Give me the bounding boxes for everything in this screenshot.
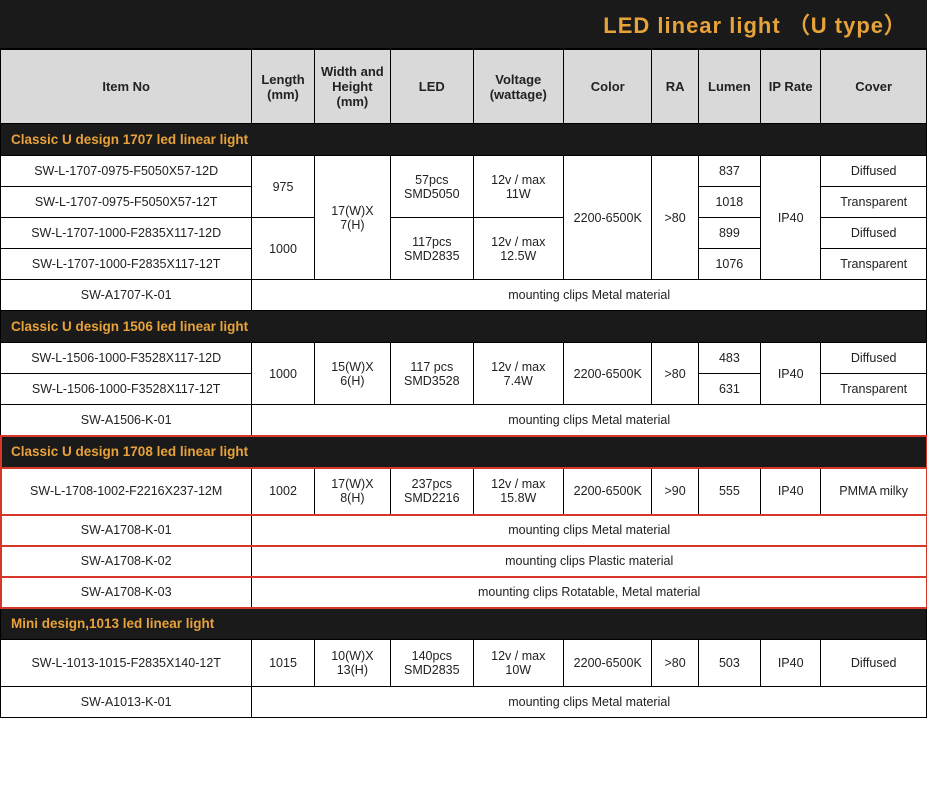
cell-color: 2200-6500K bbox=[564, 343, 652, 405]
cell-cover: Transparent bbox=[821, 249, 927, 280]
section-header-1013: Mini design,1013 led linear light bbox=[1, 608, 927, 640]
cell-led: 57pcs SMD5050 bbox=[391, 156, 473, 218]
cell-wh: 15(W)X 6(H) bbox=[314, 343, 390, 405]
cell-lumen: 837 bbox=[698, 156, 760, 187]
cell-voltage: 12v / max 11W bbox=[473, 156, 563, 218]
col-lumen: Lumen bbox=[698, 50, 760, 124]
section-header-1506: Classic U design 1506 led linear light bbox=[1, 311, 927, 343]
cell-item: SW-A1708-K-03 bbox=[1, 577, 252, 608]
table-row: SW-A1708-K-01 mounting clips Metal mater… bbox=[1, 515, 927, 546]
cell-item: SW-L-1707-1000-F2835X117-12T bbox=[1, 249, 252, 280]
cell-wh: 17(W)X 8(H) bbox=[314, 468, 390, 515]
cell-color: 2200-6500K bbox=[564, 468, 652, 515]
cell-note: mounting clips Rotatable, Metal material bbox=[252, 577, 927, 608]
cell-ra: >80 bbox=[652, 343, 698, 405]
title-bar: LED linear light （U type） bbox=[0, 0, 927, 49]
cell-lumen: 631 bbox=[698, 374, 760, 405]
cell-cover: Transparent bbox=[821, 187, 927, 218]
cell-cover: Diffused bbox=[821, 156, 927, 187]
cell-lumen: 899 bbox=[698, 218, 760, 249]
table-header: Item No Length (mm) Width and Height (mm… bbox=[1, 50, 927, 124]
cell-item: SW-A1708-K-01 bbox=[1, 515, 252, 546]
cell-cover: Diffused bbox=[821, 640, 927, 687]
cell-item: SW-L-1707-0975-F5050X57-12T bbox=[1, 187, 252, 218]
cell-ra: >90 bbox=[652, 468, 698, 515]
cell-ip: IP40 bbox=[761, 640, 821, 687]
cell-item: SW-A1707-K-01 bbox=[1, 280, 252, 311]
cell-item: SW-L-1013-1015-F2835X140-12T bbox=[1, 640, 252, 687]
col-wh: Width and Height (mm) bbox=[314, 50, 390, 124]
cell-ip: IP40 bbox=[761, 468, 821, 515]
cell-length: 975 bbox=[252, 156, 314, 218]
section-header-1707: Classic U design 1707 led linear light bbox=[1, 124, 927, 156]
section-header-1708: Classic U design 1708 led linear light bbox=[1, 436, 927, 468]
cell-ra: >80 bbox=[652, 640, 698, 687]
cell-note: mounting clips Plastic material bbox=[252, 546, 927, 577]
cell-color: 2200-6500K bbox=[564, 640, 652, 687]
cell-voltage: 12v / max 12.5W bbox=[473, 218, 563, 280]
cell-item: SW-A1013-K-01 bbox=[1, 687, 252, 718]
cell-led: 117pcs SMD2835 bbox=[391, 218, 473, 280]
cell-ra: >80 bbox=[652, 156, 698, 280]
cell-lumen: 503 bbox=[698, 640, 760, 687]
table-row: SW-L-1013-1015-F2835X140-12T 1015 10(W)X… bbox=[1, 640, 927, 687]
cell-lumen: 1076 bbox=[698, 249, 760, 280]
cell-cover: Diffused bbox=[821, 218, 927, 249]
cell-note: mounting clips Metal material bbox=[252, 405, 927, 436]
table-row: SW-A1708-K-02 mounting clips Plastic mat… bbox=[1, 546, 927, 577]
cell-note: mounting clips Metal material bbox=[252, 687, 927, 718]
cell-color: 2200-6500K bbox=[564, 156, 652, 280]
table-row: SW-A1506-K-01 mounting clips Metal mater… bbox=[1, 405, 927, 436]
cell-item: SW-L-1708-1002-F2216X237-12M bbox=[1, 468, 252, 515]
cell-led: 117 pcs SMD3528 bbox=[391, 343, 473, 405]
cell-length: 1002 bbox=[252, 468, 314, 515]
col-color: Color bbox=[564, 50, 652, 124]
cell-note: mounting clips Metal material bbox=[252, 280, 927, 311]
cell-led: 237pcs SMD2216 bbox=[391, 468, 473, 515]
cell-length: 1015 bbox=[252, 640, 314, 687]
cell-item: SW-L-1707-1000-F2835X117-12D bbox=[1, 218, 252, 249]
col-ra: RA bbox=[652, 50, 698, 124]
cell-voltage: 12v / max 15.8W bbox=[473, 468, 563, 515]
cell-led: 140pcs SMD2835 bbox=[391, 640, 473, 687]
col-item-no: Item No bbox=[1, 50, 252, 124]
cell-note: mounting clips Metal material bbox=[252, 515, 927, 546]
col-led: LED bbox=[391, 50, 473, 124]
cell-length: 1000 bbox=[252, 343, 314, 405]
cell-voltage: 12v / max 7.4W bbox=[473, 343, 563, 405]
cell-wh: 17(W)X 7(H) bbox=[314, 156, 390, 280]
cell-item: SW-L-1506-1000-F3528X117-12D bbox=[1, 343, 252, 374]
table-row: SW-A1707-K-01 mounting clips Metal mater… bbox=[1, 280, 927, 311]
col-cover: Cover bbox=[821, 50, 927, 124]
table-row: SW-A1708-K-03 mounting clips Rotatable, … bbox=[1, 577, 927, 608]
cell-ip: IP40 bbox=[761, 156, 821, 280]
table-row: SW-L-1707-0975-F5050X57-12D 975 17(W)X 7… bbox=[1, 156, 927, 187]
cell-cover: Diffused bbox=[821, 343, 927, 374]
cell-lumen: 1018 bbox=[698, 187, 760, 218]
col-length: Length (mm) bbox=[252, 50, 314, 124]
cell-lumen: 555 bbox=[698, 468, 760, 515]
cell-voltage: 12v / max 10W bbox=[473, 640, 563, 687]
table-row: SW-A1013-K-01 mounting clips Metal mater… bbox=[1, 687, 927, 718]
cell-item: SW-A1506-K-01 bbox=[1, 405, 252, 436]
cell-item: SW-L-1506-1000-F3528X117-12T bbox=[1, 374, 252, 405]
cell-cover: Transparent bbox=[821, 374, 927, 405]
cell-cover: PMMA milky bbox=[821, 468, 927, 515]
table-row: SW-L-1506-1000-F3528X117-12D 1000 15(W)X… bbox=[1, 343, 927, 374]
col-voltage: Voltage (wattage) bbox=[473, 50, 563, 124]
spec-table-wrapper: LED linear light （U type） Item No Length… bbox=[0, 0, 927, 718]
col-ip: IP Rate bbox=[761, 50, 821, 124]
cell-ip: IP40 bbox=[761, 343, 821, 405]
spec-table: Item No Length (mm) Width and Height (mm… bbox=[0, 49, 927, 718]
cell-item: SW-A1708-K-02 bbox=[1, 546, 252, 577]
cell-wh: 10(W)X 13(H) bbox=[314, 640, 390, 687]
page-title: LED linear light （U type） bbox=[603, 13, 907, 38]
cell-item: SW-L-1707-0975-F5050X57-12D bbox=[1, 156, 252, 187]
table-row: SW-L-1708-1002-F2216X237-12M 1002 17(W)X… bbox=[1, 468, 927, 515]
cell-lumen: 483 bbox=[698, 343, 760, 374]
cell-length: 1000 bbox=[252, 218, 314, 280]
